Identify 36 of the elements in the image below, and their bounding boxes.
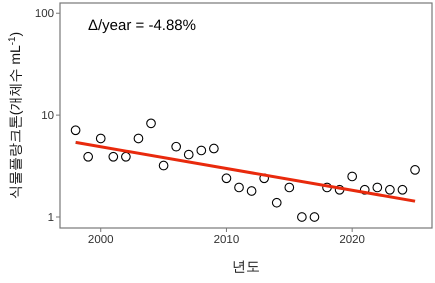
- point: [310, 212, 320, 222]
- point: [222, 173, 232, 184]
- point: [196, 146, 206, 156]
- point: [246, 186, 256, 196]
- point: [96, 134, 106, 144]
- y-tick-label: 1: [48, 212, 54, 224]
- point: [234, 182, 244, 192]
- point: [272, 198, 282, 208]
- point: [347, 172, 358, 182]
- point: [108, 152, 118, 162]
- point: [171, 142, 182, 152]
- point: [134, 134, 144, 144]
- point: [158, 160, 168, 170]
- point: [398, 184, 408, 195]
- point: [146, 118, 156, 128]
- point: [209, 144, 219, 154]
- point: [360, 184, 370, 195]
- y-tick-label: 10: [41, 110, 54, 122]
- x-axis-title: 년도: [232, 258, 260, 274]
- x-tick-label: 2000: [88, 234, 114, 246]
- x-tick-label: 2010: [214, 234, 240, 246]
- point: [297, 212, 307, 222]
- point: [372, 182, 382, 192]
- point: [322, 182, 332, 192]
- x-tick-label: 2020: [339, 234, 365, 246]
- y-tick-label: 100: [34, 8, 54, 20]
- annotation: Δ/year = -4.88%: [88, 17, 196, 34]
- point: [385, 184, 395, 195]
- point: [259, 173, 270, 184]
- point: [284, 182, 294, 192]
- point: [121, 152, 131, 162]
- point: [70, 125, 80, 136]
- point: [83, 152, 94, 162]
- point: [410, 165, 420, 175]
- point: [334, 184, 344, 195]
- point: [184, 150, 194, 160]
